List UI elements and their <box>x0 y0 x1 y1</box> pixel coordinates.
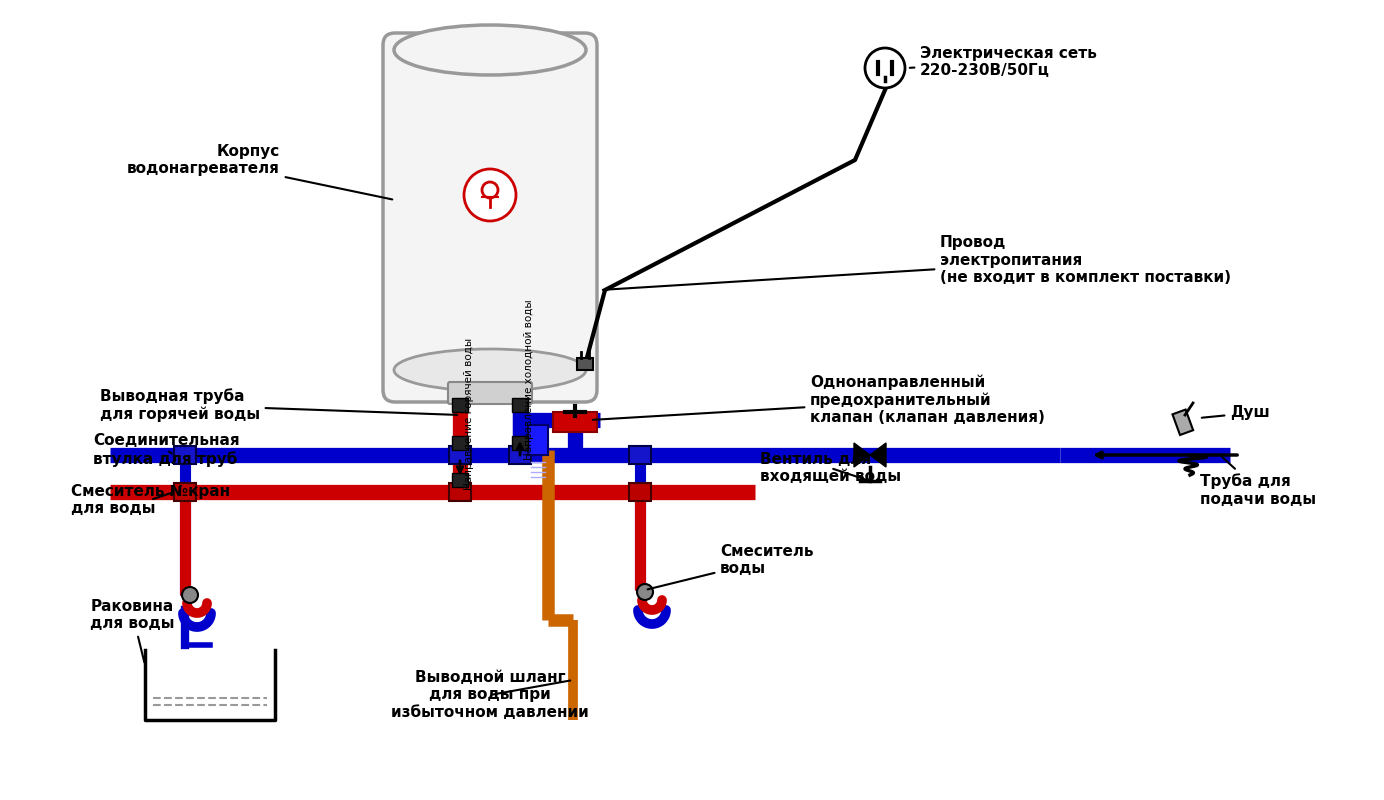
Bar <box>174 446 197 464</box>
Text: Раковина
для воды: Раковина для воды <box>90 598 174 662</box>
Circle shape <box>464 169 516 221</box>
Text: Выводной шланг
для воды при
избыточном давлении: Выводной шланг для воды при избыточном д… <box>392 670 588 720</box>
FancyBboxPatch shape <box>383 33 597 402</box>
Text: Корпус
водонагревателя: Корпус водонагревателя <box>127 144 392 199</box>
Text: Труба для
подачи воды: Труба для подачи воды <box>1200 457 1316 506</box>
Polygon shape <box>854 443 871 467</box>
Bar <box>174 483 197 501</box>
Text: Направление холодной воды: Направление холодной воды <box>525 299 534 460</box>
Bar <box>509 446 531 464</box>
FancyBboxPatch shape <box>448 382 531 404</box>
Bar <box>1172 410 1193 435</box>
Bar <box>577 358 592 370</box>
Text: Душ: Душ <box>1201 406 1269 421</box>
Text: Выводная труба
для горячей воды: Выводная труба для горячей воды <box>100 388 457 422</box>
Text: Направление горячей воды: Направление горячей воды <box>464 338 473 490</box>
Ellipse shape <box>394 349 585 391</box>
Text: Смеситель №кран
для воды: Смеситель №кран для воды <box>71 484 230 516</box>
Bar <box>554 412 597 432</box>
Ellipse shape <box>394 25 585 75</box>
Bar <box>453 473 468 487</box>
Text: Однонаправленный
предохранительный
клапан (клапан давления): Однонаправленный предохранительный клапа… <box>592 374 1045 426</box>
Circle shape <box>637 584 653 600</box>
Bar <box>628 446 650 464</box>
Polygon shape <box>871 443 886 467</box>
Bar <box>529 425 548 455</box>
Circle shape <box>865 48 905 88</box>
Circle shape <box>183 587 198 603</box>
Bar <box>448 446 471 464</box>
Bar <box>628 483 650 501</box>
Bar <box>453 398 468 412</box>
Text: Электрическая сеть
220-230В/50Гц: Электрическая сеть 220-230В/50Гц <box>909 46 1098 78</box>
Text: Вентиль для
входящей воды: Вентиль для входящей воды <box>760 452 901 484</box>
Bar <box>448 483 471 501</box>
Text: Провод
электропитания
(не входит в комплект поставки): Провод электропитания (не входит в компл… <box>603 235 1230 290</box>
Text: Соединительная
втулка для труб: Соединительная втулка для труб <box>93 434 239 466</box>
Text: Смеситель
воды: Смеситель воды <box>648 544 814 590</box>
Bar <box>453 436 468 450</box>
Bar <box>512 436 529 450</box>
Bar <box>512 398 529 412</box>
